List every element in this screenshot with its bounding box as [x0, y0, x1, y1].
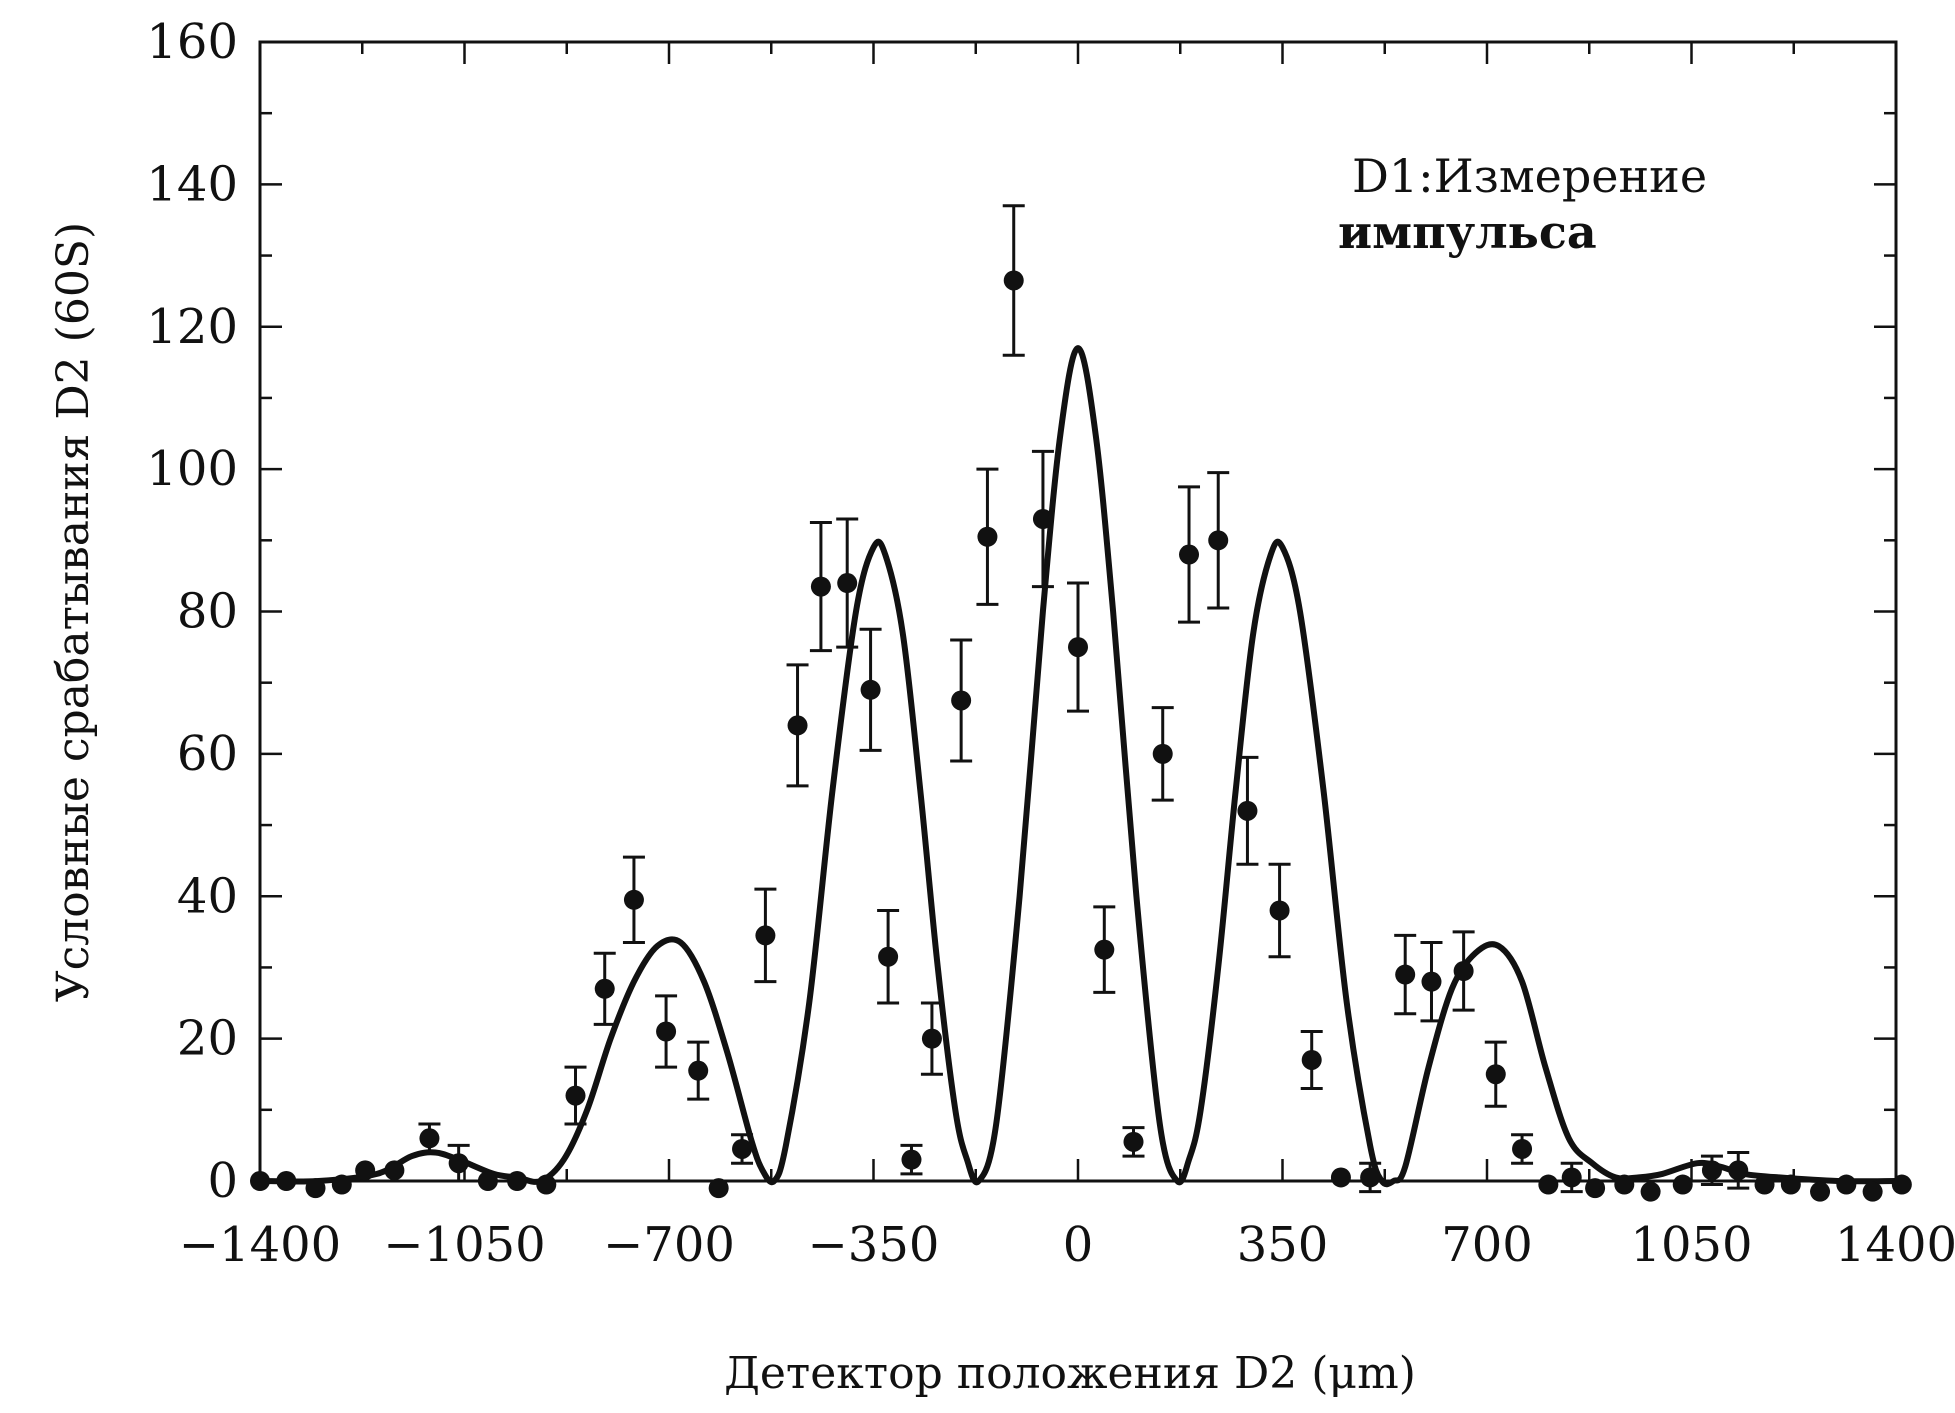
data-point	[977, 526, 998, 547]
data-point	[1152, 743, 1173, 764]
x-tick-label: 700	[1441, 1217, 1533, 1273]
data-point	[1179, 544, 1200, 565]
data-point	[477, 1171, 498, 1191]
data-point	[250, 1171, 270, 1191]
data-point	[708, 1178, 729, 1199]
y-tick-label: 120	[146, 299, 238, 355]
data-point	[860, 679, 881, 700]
data-point	[732, 1138, 753, 1159]
data-point	[1538, 1174, 1559, 1195]
y-axis-title: Условные срабатывания D2 (60S)	[48, 222, 99, 1002]
annotation-line-1: D1:Измерение	[1352, 149, 1707, 203]
data-point	[536, 1174, 557, 1195]
data-point	[1123, 1131, 1144, 1152]
data-point	[1330, 1167, 1351, 1188]
y-tick-label: 140	[146, 156, 238, 212]
x-tick-label: 0	[1063, 1217, 1094, 1273]
data-point	[901, 1149, 922, 1170]
y-tick-label: 60	[177, 726, 238, 782]
data-point	[1094, 939, 1115, 960]
y-tick-label: 0	[207, 1153, 238, 1209]
data-point	[1585, 1178, 1606, 1199]
x-tick-label: 350	[1237, 1217, 1329, 1273]
data-point	[355, 1160, 376, 1181]
data-point	[1640, 1181, 1661, 1202]
data-point	[1395, 964, 1416, 985]
tick-labels: −1400 −1050 −700 −350 0 350 700 1050 1400 0 20 40 60…	[146, 14, 1955, 1273]
series-line-fit	[259, 345, 1897, 1188]
x-tick-label: −1050	[383, 1217, 545, 1273]
data-point	[787, 715, 808, 736]
data-point	[1701, 1160, 1722, 1181]
data-point	[276, 1171, 297, 1191]
data-point	[1208, 530, 1229, 551]
data-point	[1421, 971, 1442, 992]
data-point	[837, 573, 858, 594]
data-point	[507, 1171, 528, 1191]
x-tick-label: 1400	[1835, 1217, 1955, 1273]
data-point	[1485, 1064, 1506, 1085]
data-point	[1453, 960, 1474, 981]
data-points	[250, 270, 1912, 1202]
x-tick-label: −350	[808, 1217, 940, 1273]
data-point	[688, 1060, 709, 1081]
x-tick-label: −700	[603, 1217, 735, 1273]
data-point	[1512, 1138, 1533, 1159]
data-point	[1614, 1174, 1635, 1195]
data-point	[951, 690, 972, 711]
data-point	[755, 925, 776, 946]
data-point	[594, 978, 615, 999]
x-axis-title: Детектор положения D2 (μm)	[724, 1348, 1416, 1399]
data-point	[1810, 1181, 1831, 1202]
data-point	[565, 1085, 586, 1106]
data-point	[419, 1128, 440, 1149]
data-point	[1003, 270, 1024, 291]
data-point	[1836, 1174, 1857, 1195]
data-point	[1561, 1167, 1582, 1188]
data-point	[810, 576, 831, 597]
data-point	[1862, 1181, 1883, 1202]
data-point	[1728, 1160, 1749, 1181]
data-point	[1301, 1049, 1322, 1070]
x-tick-label: 1050	[1630, 1217, 1752, 1273]
data-point	[656, 1021, 677, 1042]
data-point	[1237, 800, 1258, 821]
data-point	[384, 1160, 405, 1181]
data-point	[1032, 508, 1053, 529]
data-point	[1891, 1174, 1912, 1195]
data-point	[1269, 900, 1290, 921]
y-tick-label: 80	[177, 584, 238, 640]
data-point	[331, 1174, 352, 1195]
data-point	[1780, 1174, 1801, 1195]
data-point	[1672, 1174, 1693, 1195]
data-point	[921, 1028, 942, 1049]
data-point	[305, 1178, 326, 1199]
data-point	[1068, 637, 1088, 658]
data-point	[1360, 1167, 1381, 1188]
data-point	[448, 1153, 469, 1174]
axis-ticks	[258, 40, 1898, 1183]
x-tick-label: −1400	[179, 1217, 341, 1273]
y-tick-label: 40	[177, 868, 238, 924]
annotation-line-2: импульса	[1338, 205, 1597, 259]
data-point	[1754, 1174, 1775, 1195]
data-point	[623, 889, 644, 910]
y-tick-label: 160	[146, 14, 238, 70]
y-tick-label: 20	[177, 1011, 238, 1067]
data-point	[878, 946, 899, 967]
y-tick-label: 100	[146, 441, 238, 497]
